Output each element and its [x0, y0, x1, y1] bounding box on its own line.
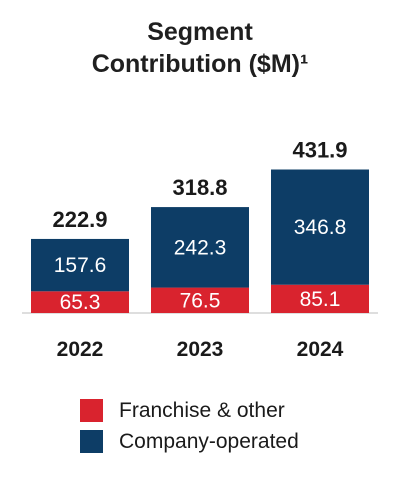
- legend-label-company-operated: Company-operated: [119, 429, 299, 453]
- segment-contribution-chart: Segment Contribution ($M)¹ 65.3 157.6 222.…: [22, 18, 378, 361]
- chart-title-line-2: Contribution ($M)¹: [92, 50, 309, 78]
- legend-item-franchise: Franchise & other: [80, 395, 299, 426]
- bar-franchise-2022: [31, 291, 129, 313]
- total-label-2024: 431.9: [292, 138, 347, 163]
- value-label-franchise-2022: 65.3: [60, 291, 101, 314]
- bar-company-operated-2022: [31, 238, 129, 292]
- value-label-franchise-2023: 76.5: [180, 289, 221, 312]
- value-label-company-operated-2022: 157.6: [54, 254, 107, 277]
- category-label-2022: 2022: [57, 338, 104, 361]
- total-label-2023: 318.8: [172, 175, 227, 200]
- bar-company-operated-2023: [151, 207, 249, 288]
- chart-legend: Franchise & other Company-operated: [80, 395, 299, 457]
- legend-label-franchise: Franchise & other: [119, 398, 285, 422]
- bar-company-operated-2024: [271, 169, 369, 285]
- legend-swatch-franchise: [80, 399, 103, 422]
- legend-swatch-company-operated: [80, 430, 103, 453]
- category-label-2023: 2023: [177, 338, 224, 361]
- value-label-franchise-2024: 85.1: [300, 288, 341, 311]
- bar-franchise-2023: [151, 287, 249, 313]
- total-label-2022: 222.9: [52, 207, 107, 232]
- category-label-2024: 2024: [297, 338, 344, 361]
- value-label-company-operated-2024: 346.8: [294, 216, 347, 239]
- value-label-company-operated-2023: 242.3: [174, 236, 227, 259]
- legend-item-company-operated: Company-operated: [80, 426, 299, 457]
- chart-title-line-1: Segment: [147, 18, 253, 46]
- bar-franchise-2024: [271, 284, 369, 313]
